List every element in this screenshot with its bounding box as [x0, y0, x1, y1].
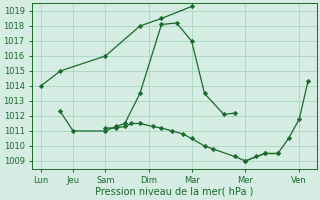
X-axis label: Pression niveau de la mer( hPa ): Pression niveau de la mer( hPa )	[95, 187, 253, 197]
